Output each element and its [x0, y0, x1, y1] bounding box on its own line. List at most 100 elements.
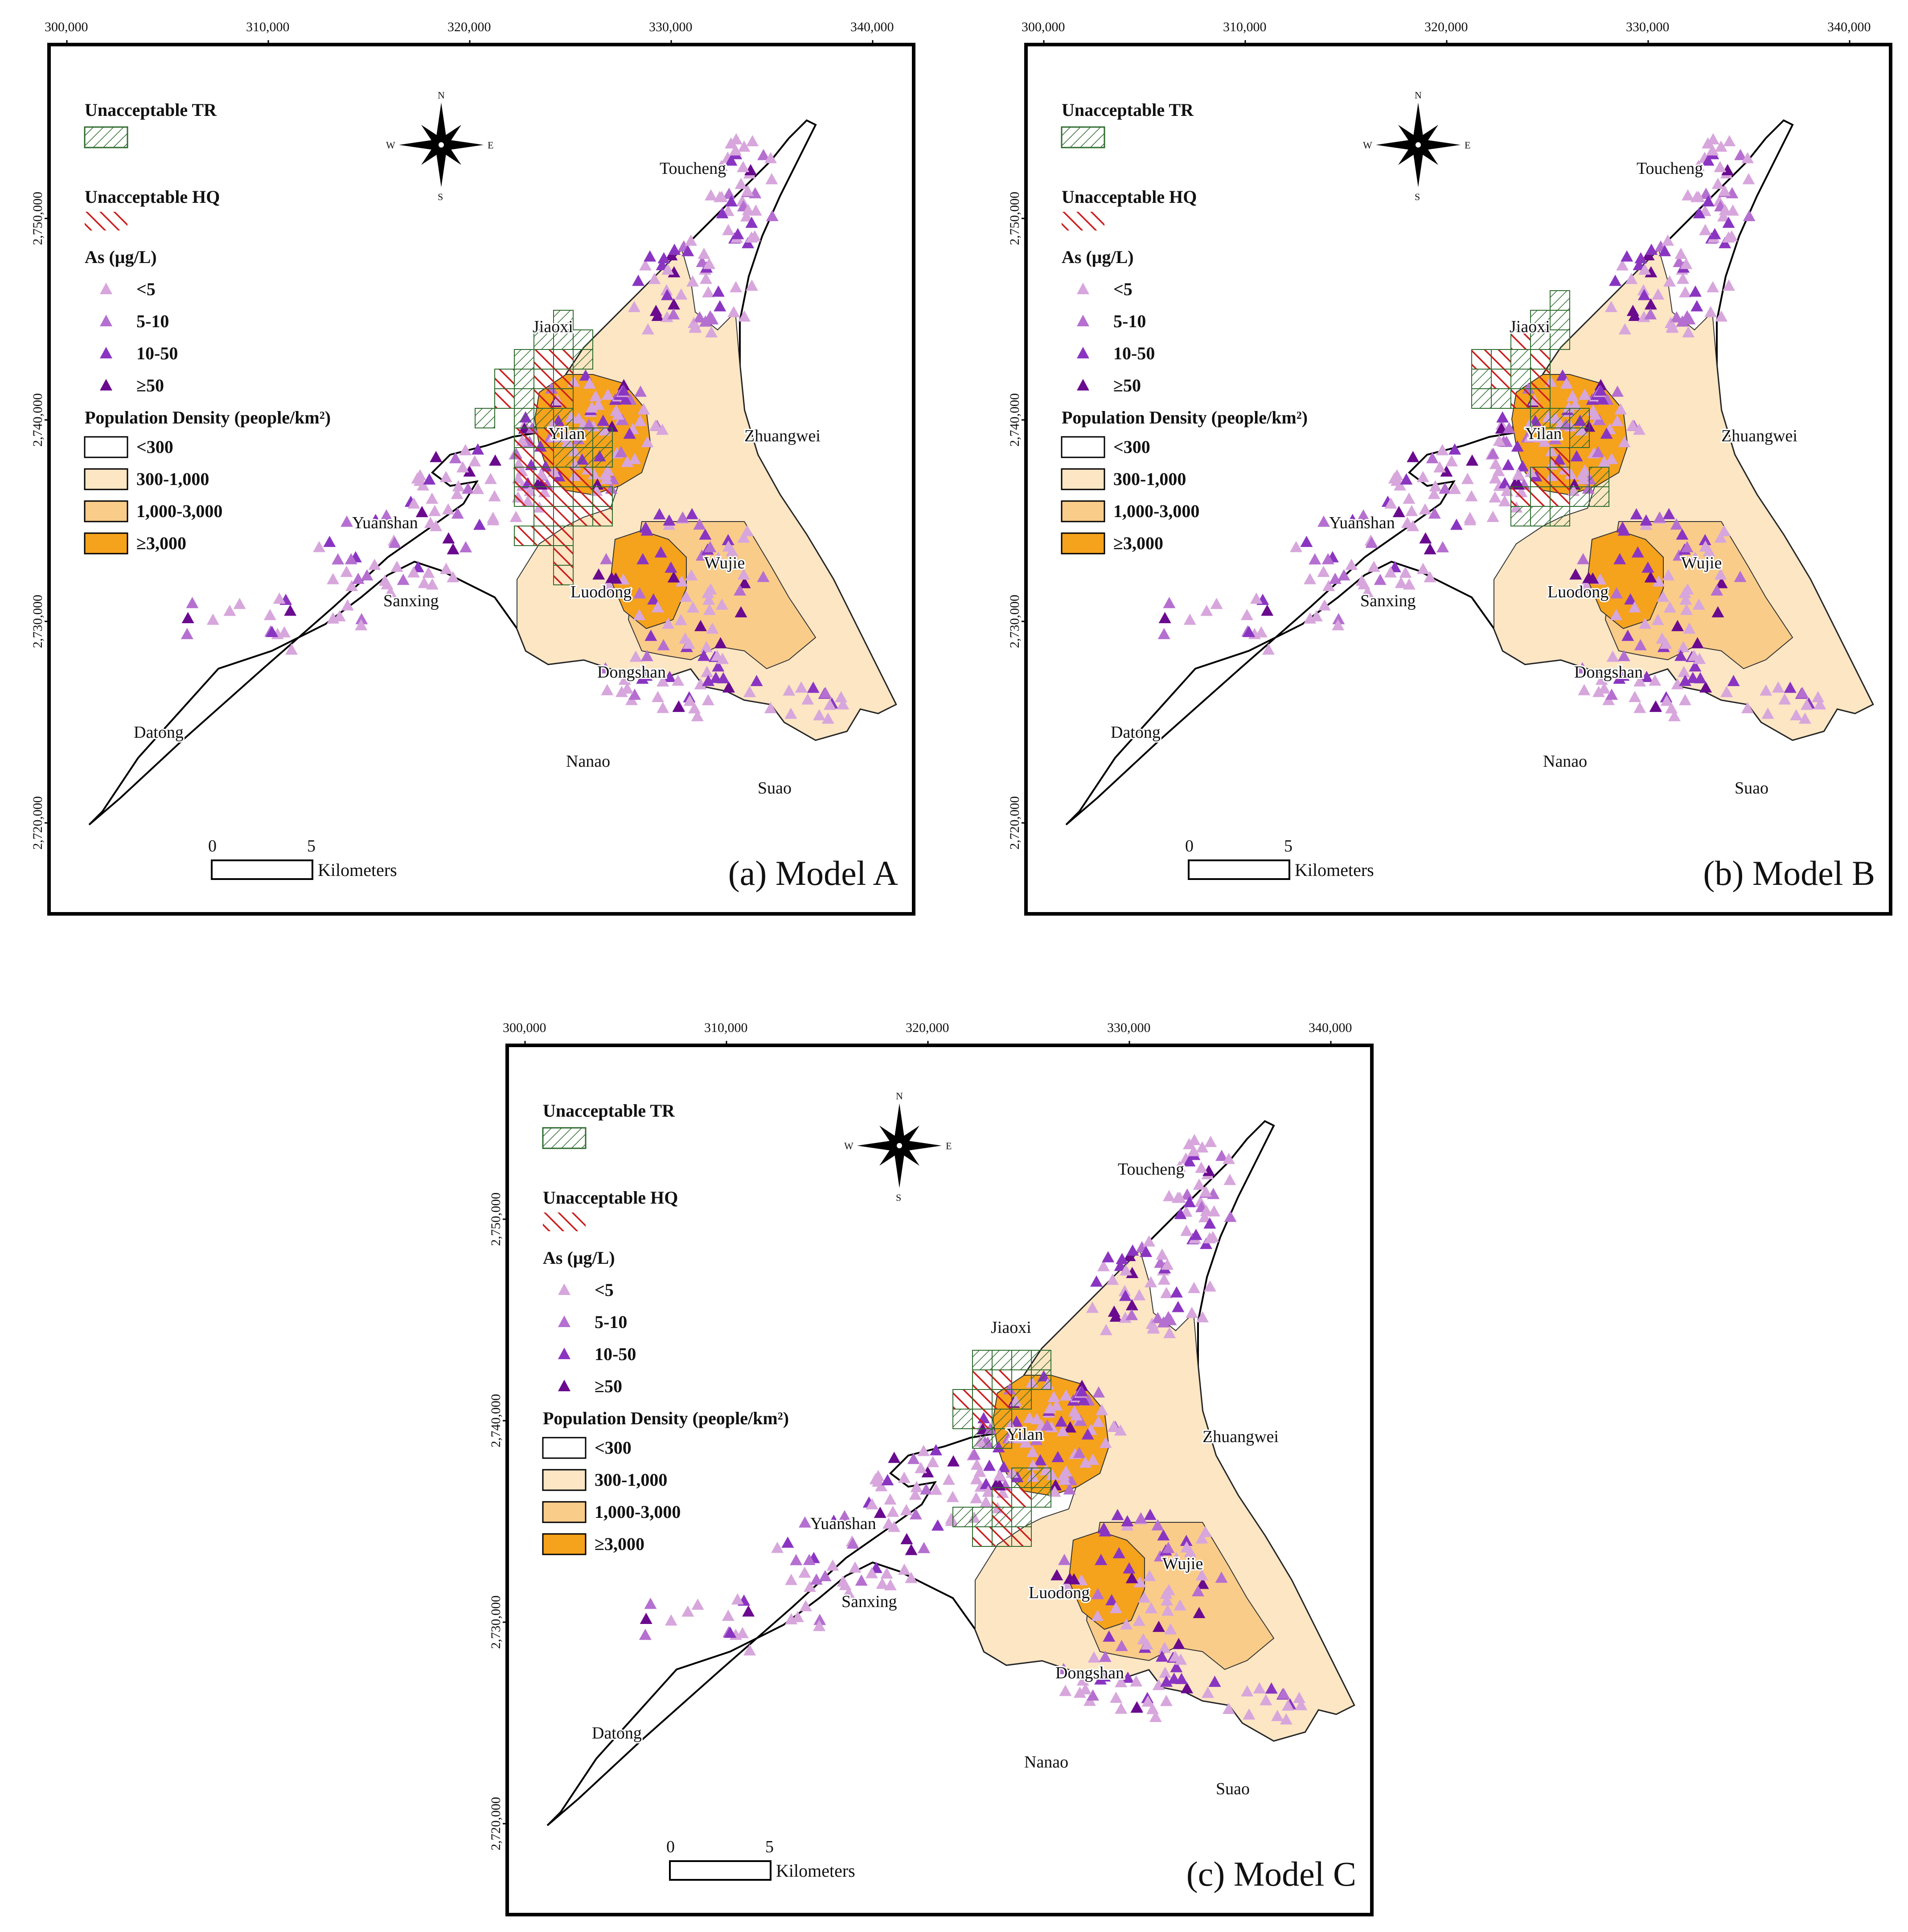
place-label-dongshan: Dongshan	[1574, 663, 1643, 682]
as-sample-lt5	[1107, 1420, 1120, 1432]
y-tick-label: 2,730,000	[488, 1595, 503, 1649]
as-sample-ge50	[667, 571, 680, 583]
as-sample-lt5	[1566, 390, 1579, 402]
compass-needle-e	[899, 1140, 942, 1151]
as-sample-10-50	[807, 682, 820, 693]
as-sample-10-50	[1102, 1251, 1115, 1262]
as-sample-ge50	[489, 454, 502, 466]
scale-five-label: 5	[765, 1837, 774, 1856]
as-sample-5-10	[1073, 1447, 1086, 1458]
as-sample-lt5	[1679, 593, 1692, 605]
as-sample-lt5	[740, 210, 753, 222]
as-sample-lt5	[1433, 461, 1446, 473]
unacceptable-tr-cell	[1510, 506, 1531, 526]
compass-needle-s	[436, 145, 447, 187]
compass-needle-w	[1376, 140, 1418, 150]
as-sample-5-10	[341, 515, 353, 527]
as-sample-5-10	[1577, 553, 1590, 564]
x-tick-label: 340,000	[850, 20, 894, 34]
as-sample-5-10	[1711, 584, 1723, 596]
as-sample-lt5	[649, 419, 662, 431]
unacceptable-hq-cell	[514, 447, 534, 468]
as-sample-lt5	[1598, 456, 1611, 467]
as-sample-ge50	[1196, 1578, 1209, 1589]
as-sample-ge50	[874, 1506, 886, 1518]
as-sample-ge50	[1699, 681, 1712, 693]
as-sample-10-50	[1103, 1630, 1116, 1642]
unacceptable-tr-cell	[1491, 388, 1511, 409]
legend-pop-swatch	[1061, 468, 1105, 490]
as-sample-lt5	[1649, 674, 1662, 686]
as-sample-10-50	[640, 669, 653, 681]
unacceptable-hq-cell	[514, 467, 534, 487]
as-sample-10-50	[1183, 1196, 1196, 1208]
unacceptable-hq-cell	[553, 506, 574, 526]
as-sample-lt5	[1367, 560, 1380, 572]
as-sample-lt5	[1633, 675, 1646, 687]
as-sample-lt5	[600, 473, 613, 484]
as-sample-lt5	[1614, 403, 1627, 415]
as-sample-lt5	[1250, 592, 1263, 604]
as-sample-lt5	[1560, 377, 1573, 389]
legend-as-symbol	[100, 283, 112, 294]
as-sample-lt5	[1706, 144, 1719, 156]
unacceptable-tr-cell	[972, 1428, 993, 1449]
as-sample-5-10	[640, 649, 653, 662]
scale-zero-label: 0	[1185, 837, 1194, 855]
as-sample-lt5	[1106, 1274, 1119, 1285]
as-sample-10-50	[1170, 1286, 1183, 1298]
panel-model-b: 300,000 310,000 320,000 330,000 340,000 2,750…	[1007, 20, 1892, 916]
as-sample-lt5	[1760, 684, 1773, 696]
as-sample-lt5	[1304, 573, 1317, 584]
as-sample-10-50	[1170, 1661, 1183, 1673]
unacceptable-hq-cell	[553, 545, 574, 566]
unacceptable-hq-cell	[1011, 1526, 1032, 1547]
as-sample-10-50	[1055, 1415, 1068, 1427]
as-sample-lt5	[665, 1614, 677, 1626]
as-sample-5-10	[1439, 482, 1452, 494]
as-sample-10-50	[1140, 1246, 1153, 1257]
as-sample-10-50	[1180, 1534, 1193, 1546]
legend-as-symbol	[1077, 283, 1089, 294]
as-sample-5-10	[1605, 688, 1618, 700]
as-sample-lt5	[1489, 472, 1502, 484]
as-sample-5-10	[1634, 639, 1647, 650]
as-sample-lt5	[572, 412, 585, 424]
as-sample-lt5	[880, 1567, 893, 1579]
as-sample-lt5	[1163, 1327, 1176, 1338]
as-sample-lt5	[909, 1488, 922, 1500]
unacceptable-tr-cell	[553, 447, 574, 468]
as-sample-lt5	[886, 1505, 899, 1517]
as-sample-5-10	[819, 1570, 832, 1582]
as-sample-lt5	[1271, 1710, 1284, 1721]
as-sample-lt5	[1133, 1289, 1146, 1301]
as-sample-lt5	[488, 490, 501, 501]
compass-s-label: S	[438, 191, 443, 202]
unacceptable-tr-cell	[573, 349, 593, 370]
as-sample-5-10	[1617, 649, 1630, 662]
as-sample-5-10	[1030, 1434, 1043, 1445]
unacceptable-hq-cell	[573, 506, 593, 526]
as-sample-10-50	[1600, 428, 1613, 439]
legend-as-title: As (μg/L)	[1062, 247, 1134, 267]
as-sample-10-50	[1116, 1253, 1128, 1264]
as-sample-10-50	[597, 415, 610, 426]
as-sample-lt5	[1138, 1591, 1151, 1603]
as-sample-lt5	[1355, 574, 1368, 586]
unacceptable-hq-cell	[533, 349, 554, 370]
place-label-wujie: Wujie	[1681, 554, 1722, 572]
legend-as-label: <5	[136, 279, 156, 299]
as-sample-ge50	[1721, 164, 1734, 176]
as-sample-lt5	[459, 444, 472, 456]
as-sample-lt5	[1059, 1465, 1072, 1476]
as-sample-10-50	[725, 154, 738, 166]
compass-w-label: W	[1363, 140, 1372, 151]
place-label-jiaoxi: Jiaoxi	[1510, 317, 1550, 336]
as-sample-lt5	[702, 587, 714, 598]
as-sample-lt5	[1761, 707, 1774, 719]
as-sample-lt5	[452, 480, 465, 492]
as-sample-lt5	[1345, 559, 1358, 570]
as-sample-10-50	[1609, 275, 1622, 286]
as-sample-lt5	[1436, 444, 1449, 456]
